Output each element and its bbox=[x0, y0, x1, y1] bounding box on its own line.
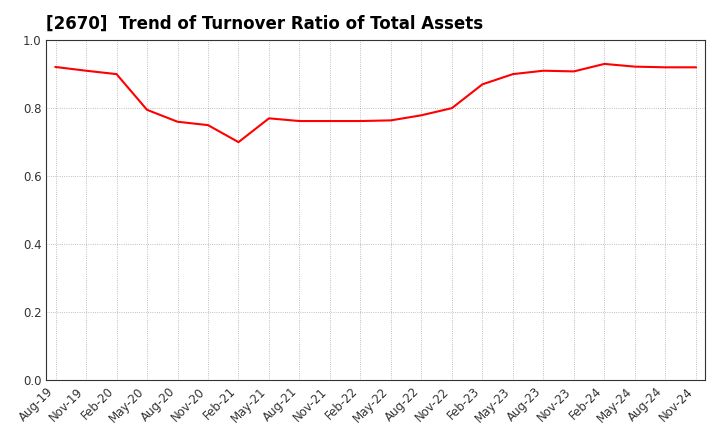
Text: [2670]  Trend of Turnover Ratio of Total Assets: [2670] Trend of Turnover Ratio of Total … bbox=[46, 15, 484, 33]
